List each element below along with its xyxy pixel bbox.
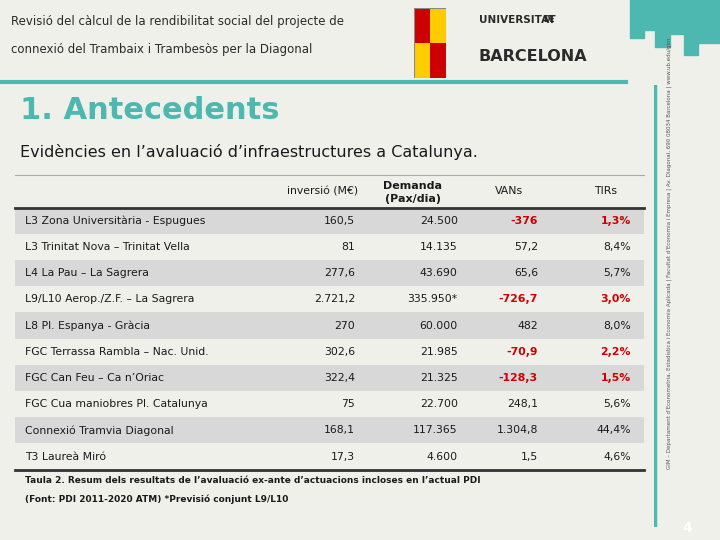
Text: 4: 4 — [682, 521, 692, 535]
Text: 4.600: 4.600 — [426, 451, 458, 462]
Text: 81: 81 — [341, 242, 355, 252]
Text: 482: 482 — [517, 321, 538, 330]
Text: 322,4: 322,4 — [324, 373, 355, 383]
Text: L4 La Pau – La Sagrera: L4 La Pau – La Sagrera — [24, 268, 148, 278]
Text: 2,2%: 2,2% — [600, 347, 631, 357]
Text: 21.325: 21.325 — [420, 373, 458, 383]
Bar — [15, 365, 644, 391]
Text: Connexió Tramvia Diagonal: Connexió Tramvia Diagonal — [24, 425, 174, 436]
Text: -70,9: -70,9 — [506, 347, 538, 357]
Bar — [15, 417, 644, 443]
Bar — [414, 8, 430, 43]
Text: L3 Zona Universitària - Espugues: L3 Zona Universitària - Espugues — [24, 215, 205, 226]
Text: DE: DE — [544, 15, 555, 24]
Text: inversió (M€): inversió (M€) — [287, 186, 359, 196]
Bar — [15, 391, 644, 417]
Text: 75: 75 — [341, 399, 355, 409]
Text: TIRs: TIRs — [594, 186, 617, 196]
Bar — [15, 313, 644, 339]
Text: 43.690: 43.690 — [420, 268, 458, 278]
Text: connexió del Trambaix i Trambesòs per la Diagonal: connexió del Trambaix i Trambesòs per la… — [11, 43, 312, 56]
Text: 3,0%: 3,0% — [600, 294, 631, 305]
Text: Evidències en l’avaluació d’infraestructures a Catalunya.: Evidències en l’avaluació d’infraestruct… — [20, 144, 478, 160]
Bar — [430, 8, 446, 43]
Text: Taula 2. Resum dels resultats de l’avaluació ex-ante d’actuacions incloses en l’: Taula 2. Resum dels resultats de l’avalu… — [24, 476, 480, 485]
Bar — [430, 43, 446, 78]
Text: 302,6: 302,6 — [324, 347, 355, 357]
Bar — [15, 443, 644, 470]
Text: 1. Antecedents: 1. Antecedents — [20, 96, 279, 125]
Text: L3 Trinitat Nova – Trinitat Vella: L3 Trinitat Nova – Trinitat Vella — [24, 242, 189, 252]
Text: 14.135: 14.135 — [420, 242, 458, 252]
Text: -726,7: -726,7 — [498, 294, 538, 305]
Text: L9/L10 Aerop./Z.F. – La Sagrera: L9/L10 Aerop./Z.F. – La Sagrera — [24, 294, 194, 305]
Text: 44,4%: 44,4% — [596, 426, 631, 435]
Text: UNIVERSITAT: UNIVERSITAT — [479, 15, 555, 25]
Text: 1,5: 1,5 — [521, 451, 538, 462]
Text: FGC Can Feu – Ca n’Oriac: FGC Can Feu – Ca n’Oriac — [24, 373, 163, 383]
Text: 8,0%: 8,0% — [603, 321, 631, 330]
Text: 57,2: 57,2 — [514, 242, 538, 252]
Text: (Pax/dia): (Pax/dia) — [384, 194, 441, 204]
Text: 4,6%: 4,6% — [603, 451, 631, 462]
Bar — [15, 207, 644, 234]
Text: 277,6: 277,6 — [324, 268, 355, 278]
Bar — [414, 43, 430, 78]
Bar — [15, 286, 644, 313]
Text: (Font: PDI 2011-2020 ATM) *Previsió conjunt L9/L10: (Font: PDI 2011-2020 ATM) *Previsió conj… — [24, 495, 288, 504]
Text: L8 Pl. Espanya - Gràcia: L8 Pl. Espanya - Gràcia — [24, 320, 150, 331]
Text: 22.700: 22.700 — [420, 399, 458, 409]
Text: 60.000: 60.000 — [420, 321, 458, 330]
Text: 5,7%: 5,7% — [603, 268, 631, 278]
Text: 335.950*: 335.950* — [408, 294, 458, 305]
Text: 117.365: 117.365 — [413, 426, 458, 435]
Text: BARCELONA: BARCELONA — [479, 50, 588, 64]
Text: 168,1: 168,1 — [324, 426, 355, 435]
Text: 8,4%: 8,4% — [603, 242, 631, 252]
Polygon shape — [630, 0, 720, 56]
Text: FGC Cua maniobres Pl. Catalunya: FGC Cua maniobres Pl. Catalunya — [24, 399, 207, 409]
Text: 2.721,2: 2.721,2 — [314, 294, 355, 305]
Text: Demanda: Demanda — [383, 180, 442, 191]
Text: 1,5%: 1,5% — [600, 373, 631, 383]
Text: -376: -376 — [510, 215, 538, 226]
Text: 248,1: 248,1 — [507, 399, 538, 409]
Text: 5,6%: 5,6% — [603, 399, 631, 409]
Text: 24.500: 24.500 — [420, 215, 458, 226]
Text: -128,3: -128,3 — [499, 373, 538, 383]
Text: 1.304,8: 1.304,8 — [497, 426, 538, 435]
Bar — [15, 234, 644, 260]
Text: FGC Terrassa Rambla – Nac. Unid.: FGC Terrassa Rambla – Nac. Unid. — [24, 347, 208, 357]
Text: VANs: VANs — [495, 186, 523, 196]
Bar — [15, 339, 644, 365]
Text: 1,3%: 1,3% — [600, 215, 631, 226]
Text: GIM – Departament d’Econometria, Estadística i Economia Aplicada | Facultat d’Ec: GIM – Departament d’Econometria, Estadís… — [667, 38, 673, 469]
Text: 270: 270 — [334, 321, 355, 330]
Text: 160,5: 160,5 — [324, 215, 355, 226]
Text: T3 Laureà Miró: T3 Laureà Miró — [24, 451, 106, 462]
Text: 65,6: 65,6 — [514, 268, 538, 278]
Text: 21.985: 21.985 — [420, 347, 458, 357]
Text: 17,3: 17,3 — [331, 451, 355, 462]
Bar — [15, 260, 644, 286]
Text: Revisió del càlcul de la rendibilitat social del projecte de: Revisió del càlcul de la rendibilitat so… — [11, 15, 344, 29]
